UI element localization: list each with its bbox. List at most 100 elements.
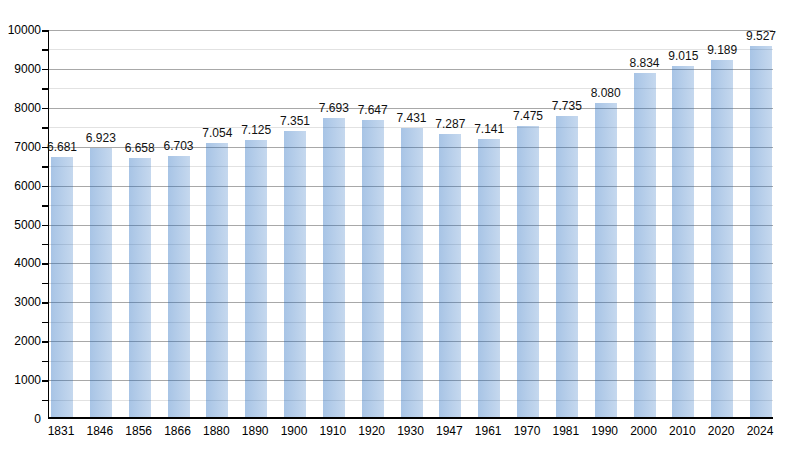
y-tick-label: 5000 — [1, 219, 41, 231]
y-tick-label: 10000 — [1, 24, 41, 36]
bar-cell-1981: 7.735 — [556, 28, 578, 417]
x-tick-label-1981: 1981 — [546, 425, 586, 438]
y-axis-tick — [42, 166, 48, 168]
bar-value-label: 9.015 — [668, 50, 698, 62]
y-axis-tick — [42, 361, 48, 363]
bar-value-label: 7.475 — [513, 110, 543, 122]
bar-value-label: 6.658 — [125, 142, 155, 154]
bar-1866 — [168, 156, 190, 417]
bar-value-label: 7.125 — [241, 124, 271, 136]
bar-value-label: 7.141 — [474, 123, 504, 135]
x-tick-label-1947: 1947 — [429, 425, 469, 438]
y-axis-tick — [42, 205, 48, 207]
x-tick-label-2000: 2000 — [624, 425, 664, 438]
y-tick-label: 3000 — [1, 296, 41, 308]
bar-cell-1990: 8.080 — [595, 28, 617, 417]
x-tick-label-1846: 1846 — [80, 425, 120, 438]
y-tick-label: 4000 — [1, 257, 41, 269]
y-tick-label: 9000 — [1, 63, 41, 75]
bar-value-label: 7.351 — [280, 115, 310, 127]
x-tick-label-1856: 1856 — [119, 425, 159, 438]
bar-cell-1961: 7.141 — [478, 28, 500, 417]
bar-value-label: 7.431 — [396, 112, 426, 124]
y-axis-tick — [42, 147, 48, 149]
bar-cell-1856: 6.658 — [129, 28, 151, 417]
bar-1981 — [556, 116, 578, 417]
bar-value-label: 7.054 — [202, 127, 232, 139]
y-tick-label: 6000 — [1, 180, 41, 192]
x-tick-label-1990: 1990 — [585, 425, 625, 438]
bar-value-label: 7.735 — [552, 100, 582, 112]
bar-1970 — [517, 126, 539, 417]
bar-cell-1970: 7.475 — [517, 28, 539, 417]
y-axis-tick — [42, 400, 48, 402]
bar-1890 — [245, 140, 267, 417]
bar-cell-2010: 9.015 — [672, 28, 694, 417]
bar-value-label: 7.287 — [435, 118, 465, 130]
y-axis-tick — [42, 108, 48, 110]
bar-1920 — [362, 120, 384, 417]
bar-1930 — [401, 128, 423, 417]
bar-cell-1846: 6.923 — [90, 28, 112, 417]
y-axis-tick — [42, 49, 48, 51]
bar-cell-1947: 7.287 — [439, 28, 461, 417]
y-axis-tick — [42, 30, 48, 32]
bar-2020 — [711, 60, 733, 417]
y-axis-tick — [42, 341, 48, 343]
y-tick-label: 0 — [1, 413, 41, 425]
x-tick-label-1970: 1970 — [507, 425, 547, 438]
y-tick-label: 7000 — [1, 141, 41, 153]
bar-1947 — [439, 134, 461, 417]
bar-cell-1930: 7.431 — [401, 28, 423, 417]
bar-cell-1866: 6.703 — [168, 28, 190, 417]
bar-cell-2020: 9.189 — [711, 28, 733, 417]
x-tick-label-1910: 1910 — [313, 425, 353, 438]
bar-1961 — [478, 139, 500, 417]
bar-value-label: 6.923 — [86, 132, 116, 144]
bar-1856 — [129, 158, 151, 417]
y-axis-tick — [42, 263, 48, 265]
x-tick-label-2020: 2020 — [701, 425, 741, 438]
y-axis-tick — [42, 69, 48, 71]
bar-1846 — [90, 148, 112, 417]
y-axis-tick — [42, 186, 48, 188]
bar-cell-2024: 9.527 — [750, 28, 772, 417]
y-tick-label: 2000 — [1, 335, 41, 347]
y-axis-tick — [42, 88, 48, 90]
bar-1990 — [595, 103, 617, 417]
bar-value-label: 9.189 — [707, 44, 737, 56]
x-tick-label-1880: 1880 — [196, 425, 236, 438]
x-tick-label-1961: 1961 — [468, 425, 508, 438]
bar-value-label: 9.527 — [746, 30, 776, 42]
y-axis-tick — [42, 127, 48, 129]
y-axis-tick — [42, 302, 48, 304]
bar-cell-1900: 7.351 — [284, 28, 306, 417]
bar-cell-1831: 6.681 — [51, 28, 73, 417]
x-tick-label-2010: 2010 — [662, 425, 702, 438]
bar-value-label: 8.080 — [591, 87, 621, 99]
x-tick-label-2024: 2024 — [740, 425, 780, 438]
bar-1831 — [51, 157, 73, 417]
y-tick-label: 1000 — [1, 374, 41, 386]
bar-value-label: 7.647 — [358, 104, 388, 116]
bar-cell-2000: 8.834 — [634, 28, 656, 417]
x-tick-label-1920: 1920 — [352, 425, 392, 438]
population-bar-chart: 6.681 6.923 6.658 6.703 7.054 7.125 7.351 7.693… — [0, 0, 800, 450]
plot-area: 6.681 6.923 6.658 6.703 7.054 7.125 7.351 7.693… — [48, 30, 773, 419]
y-axis-tick — [42, 322, 48, 324]
y-axis-tick — [42, 225, 48, 227]
y-tick-label: 8000 — [1, 102, 41, 114]
y-axis-tick — [42, 380, 48, 382]
x-tick-label-1866: 1866 — [158, 425, 198, 438]
x-tick-label-1930: 1930 — [391, 425, 431, 438]
bar-cell-1910: 7.693 — [323, 28, 345, 417]
bar-cell-1920: 7.647 — [362, 28, 384, 417]
y-axis-tick — [42, 283, 48, 285]
bar-2000 — [634, 73, 656, 417]
bar-value-label: 8.834 — [629, 57, 659, 69]
y-axis-tick — [42, 244, 48, 246]
bar-2024 — [750, 46, 772, 417]
bar-value-label: 6.681 — [47, 141, 77, 153]
x-tick-label-1900: 1900 — [274, 425, 314, 438]
bar-cell-1880: 7.054 — [206, 28, 228, 417]
